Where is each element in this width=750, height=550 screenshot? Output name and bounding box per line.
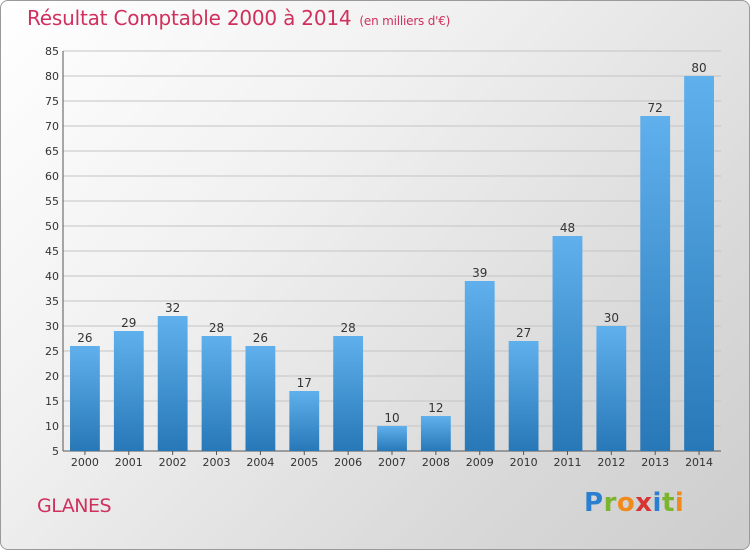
y-tick-label: 35 — [45, 295, 59, 308]
bar-value-label: 30 — [604, 311, 619, 325]
bar — [157, 316, 188, 451]
bar — [508, 341, 539, 451]
bar — [377, 426, 407, 451]
bar-value-label: 32 — [165, 301, 180, 315]
x-tick-label: 2003 — [203, 456, 231, 469]
y-tick-label: 30 — [45, 320, 59, 333]
y-tick-label: 60 — [45, 170, 59, 183]
bar — [420, 416, 451, 451]
bar-value-label: 27 — [516, 326, 531, 340]
x-tick-label: 2005 — [290, 456, 318, 469]
bar-value-label: 80 — [691, 61, 706, 75]
bar-value-label: 28 — [340, 321, 355, 335]
bar — [113, 331, 144, 451]
x-tick-label: 2001 — [115, 456, 143, 469]
x-tick-label: 2006 — [334, 456, 362, 469]
x-tick-label: 2000 — [71, 456, 99, 469]
x-tick-label: 2012 — [597, 456, 625, 469]
bar — [245, 346, 276, 451]
y-tick-label: 25 — [45, 345, 59, 358]
x-tick-label: 2002 — [159, 456, 187, 469]
logo-letter: r — [603, 488, 617, 518]
y-tick-label: 5 — [52, 445, 59, 458]
chart-subtitle: (en milliers d'€) — [359, 14, 451, 28]
bar-value-label: 17 — [297, 376, 312, 390]
y-tick-label: 10 — [45, 420, 59, 433]
x-tick-label: 2014 — [685, 456, 713, 469]
bar-value-label: 28 — [209, 321, 224, 335]
logo-letter: t — [661, 488, 675, 518]
y-tick-label: 20 — [45, 370, 59, 383]
bar-value-label: 39 — [472, 266, 487, 280]
x-tick-label: 2013 — [641, 456, 669, 469]
logo-letter: i — [674, 488, 685, 518]
y-tick-label: 45 — [45, 245, 59, 258]
chart-title-text: Résultat Comptable 2000 à 2014 — [27, 6, 352, 30]
x-tick-label: 2010 — [510, 456, 538, 469]
bar — [70, 346, 100, 451]
bar-value-label: 29 — [121, 316, 136, 330]
logo-letter: i — [652, 488, 662, 518]
y-tick-label: 75 — [45, 95, 59, 108]
y-tick-label: 55 — [45, 195, 59, 208]
x-tick-label: 2007 — [378, 456, 406, 469]
bar — [684, 76, 714, 451]
y-tick-label: 85 — [45, 45, 59, 58]
logo-letter: P — [584, 488, 604, 518]
y-tick-label: 15 — [45, 395, 59, 408]
y-tick-label: 50 — [45, 220, 59, 233]
chart-title: Résultat Comptable 2000 à 2014 (en millie… — [27, 6, 450, 30]
bar — [640, 116, 671, 451]
bar-value-label: 72 — [648, 101, 663, 115]
bar — [333, 336, 364, 451]
y-tick-label: 40 — [45, 270, 59, 283]
bar-value-label: 10 — [384, 411, 399, 425]
y-tick-label: 70 — [45, 120, 59, 133]
x-tick-label: 2008 — [422, 456, 450, 469]
bar — [552, 236, 583, 451]
bar — [289, 391, 320, 451]
proxiti-logo: Proxiti — [584, 488, 684, 518]
bar-value-label: 12 — [428, 401, 443, 415]
bar — [464, 281, 495, 451]
x-tick-label: 2009 — [466, 456, 494, 469]
bar-value-label: 26 — [253, 331, 268, 345]
y-tick-label: 80 — [45, 70, 59, 83]
x-tick-label: 2011 — [553, 456, 581, 469]
x-tick-label: 2004 — [246, 456, 274, 469]
bar-value-label: 48 — [560, 221, 575, 235]
y-tick-label: 65 — [45, 145, 59, 158]
bar — [596, 326, 627, 451]
bar — [201, 336, 232, 451]
logo-letter: x — [635, 488, 653, 518]
logo-letter: o — [616, 488, 636, 518]
commune-name: GLANES — [37, 495, 112, 517]
bar-value-label: 26 — [77, 331, 92, 345]
